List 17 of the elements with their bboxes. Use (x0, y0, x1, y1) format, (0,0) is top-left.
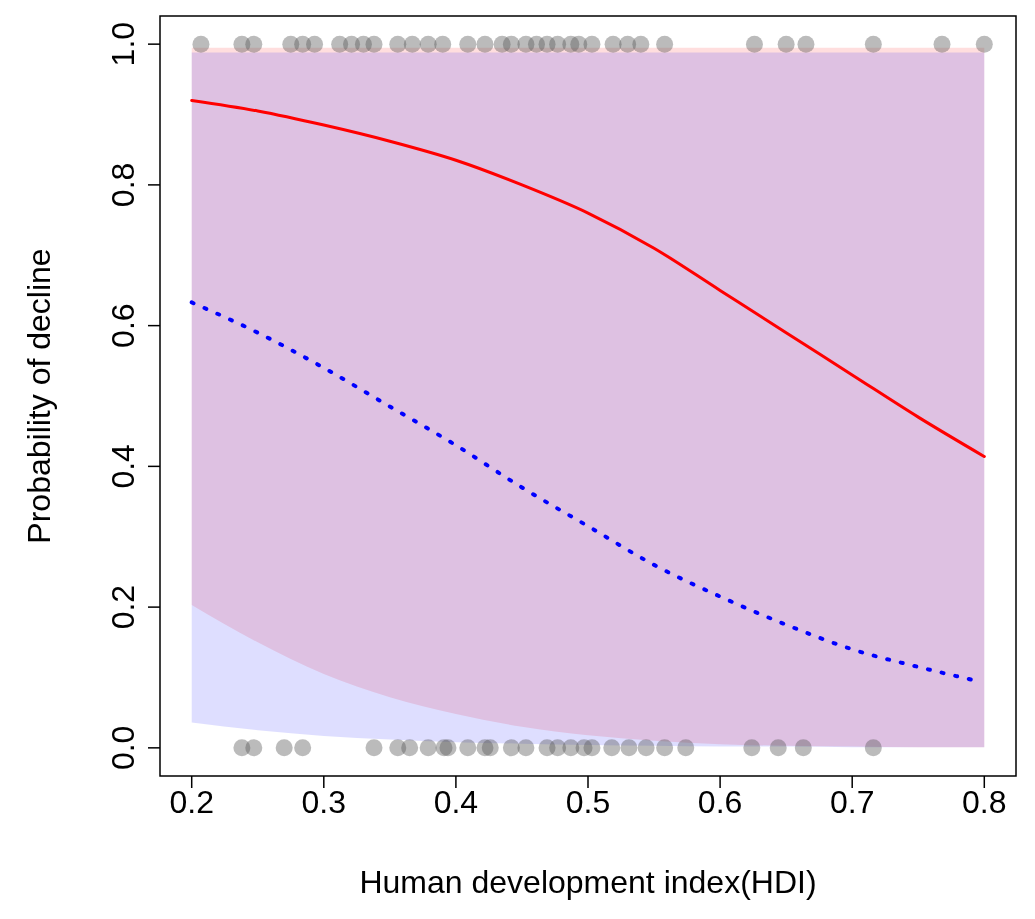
y-tick-label: 0.8 (105, 162, 141, 208)
y-tick-label: 0.0 (105, 725, 141, 771)
y-tick-label: 1.0 (105, 21, 141, 67)
x-axis-title: Human development index(HDI) (359, 864, 817, 900)
x-tick-label: 0.6 (697, 783, 743, 820)
x-tick-label: 0.4 (433, 783, 479, 820)
line-series (190, 98, 986, 459)
x-tick-label: 0.3 (301, 783, 347, 820)
y-tick-label: 0.6 (105, 303, 141, 348)
x-tick-label: 0.8 (962, 783, 1007, 820)
y-tick-label: 0.4 (105, 444, 141, 489)
y-tick-label: 0.2 (105, 584, 141, 630)
y-axis-title: Probability of decline (21, 248, 57, 544)
line-series (189, 300, 974, 682)
x-tick-label: 0.5 (565, 783, 611, 820)
x-tick-label: 0.7 (829, 783, 875, 820)
x-tick-label: 0.2 (169, 783, 214, 820)
